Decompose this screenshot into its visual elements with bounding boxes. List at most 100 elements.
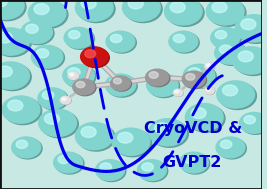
Circle shape [237,16,267,43]
Circle shape [217,81,254,108]
Circle shape [182,71,205,88]
Circle shape [219,82,256,109]
Circle shape [146,69,169,86]
Circle shape [0,29,31,57]
Circle shape [212,28,241,49]
Circle shape [36,49,49,58]
Circle shape [138,160,166,180]
Circle shape [81,47,108,67]
Circle shape [187,105,225,132]
Circle shape [169,31,198,52]
Circle shape [151,77,164,86]
Circle shape [0,62,29,89]
Circle shape [149,119,186,146]
Circle shape [97,161,126,181]
Circle shape [81,127,96,137]
Circle shape [66,28,95,49]
Circle shape [68,68,80,77]
Circle shape [205,88,215,94]
Circle shape [40,89,68,110]
Circle shape [142,163,153,171]
Circle shape [100,163,111,171]
Circle shape [54,152,83,173]
Circle shape [173,34,185,43]
Circle shape [111,76,130,90]
Circle shape [241,113,267,134]
Circle shape [206,88,210,91]
Circle shape [124,0,162,22]
Circle shape [220,140,232,149]
Circle shape [174,90,183,96]
Circle shape [170,32,199,53]
Circle shape [0,63,31,91]
Circle shape [8,100,23,111]
Circle shape [208,0,246,26]
Circle shape [77,0,115,22]
Circle shape [216,137,245,158]
Circle shape [166,0,204,26]
Circle shape [222,85,238,96]
Circle shape [188,68,201,77]
Circle shape [55,153,84,174]
Circle shape [64,27,93,48]
Circle shape [212,2,227,13]
Circle shape [234,48,267,75]
Circle shape [76,81,85,88]
Circle shape [114,129,152,157]
Circle shape [170,2,185,13]
Circle shape [205,87,214,94]
Circle shape [175,90,179,93]
Circle shape [58,155,69,163]
Circle shape [233,47,267,74]
Circle shape [22,22,54,45]
Circle shape [154,123,170,134]
Circle shape [164,0,202,25]
Circle shape [38,88,67,109]
Circle shape [241,19,256,30]
Circle shape [244,115,256,124]
Circle shape [2,96,40,123]
Circle shape [151,120,188,147]
Circle shape [219,45,232,54]
Circle shape [110,34,122,43]
Text: CryoVCD &: CryoVCD & [144,121,242,136]
Circle shape [113,78,121,84]
Circle shape [64,65,96,88]
Circle shape [206,0,244,25]
Circle shape [183,64,215,87]
Circle shape [74,80,96,96]
Circle shape [62,98,66,101]
Circle shape [0,0,24,19]
Circle shape [77,124,115,151]
Circle shape [216,43,248,65]
Circle shape [186,74,195,80]
Circle shape [82,48,109,67]
Circle shape [149,72,158,78]
Circle shape [108,32,136,53]
Circle shape [238,51,253,62]
Circle shape [61,97,71,104]
Circle shape [34,4,49,15]
Circle shape [184,155,195,163]
Circle shape [60,96,71,104]
Circle shape [218,138,246,159]
Circle shape [147,74,178,96]
Circle shape [63,64,94,87]
Circle shape [70,73,74,76]
Circle shape [73,79,95,95]
Circle shape [0,0,7,7]
Circle shape [30,1,68,28]
Circle shape [139,161,168,181]
Circle shape [205,63,214,70]
Circle shape [75,122,113,150]
Circle shape [21,21,52,43]
Circle shape [215,42,246,64]
Circle shape [96,160,124,180]
Circle shape [42,91,54,99]
Circle shape [181,153,210,174]
Circle shape [148,75,180,98]
Circle shape [26,24,38,33]
Text: GVPT2: GVPT2 [162,155,222,170]
Circle shape [0,0,26,21]
Circle shape [173,89,183,96]
